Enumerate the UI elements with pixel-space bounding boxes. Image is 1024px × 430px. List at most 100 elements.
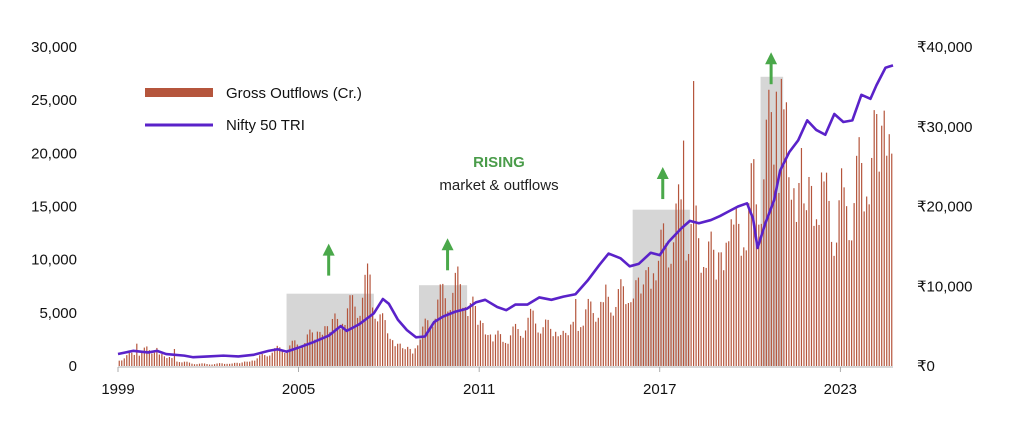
outflow-bar (682, 140, 685, 366)
outflow-bar (700, 272, 702, 366)
outflow-bar (163, 356, 165, 366)
outflow-bar (131, 352, 133, 366)
outflow-bar (376, 321, 379, 366)
outflow-bar (512, 326, 514, 366)
outflow-bar (587, 298, 589, 366)
nifty-line-group (117, 64, 894, 359)
outflow-bar (627, 303, 629, 366)
outflow-bar (143, 347, 145, 366)
outflow-bar (211, 364, 213, 366)
outflow-bars (118, 78, 893, 367)
outflow-bar (151, 353, 153, 366)
outflow-bar (585, 309, 587, 366)
legend-label-outflows: Gross Outflows (Cr.) (226, 85, 362, 102)
outflow-bar (620, 279, 622, 366)
outflow-bar (886, 155, 888, 366)
outflow-bar (234, 362, 236, 366)
outflow-bar (550, 328, 552, 366)
outflow-bar (183, 361, 186, 366)
outflow-bar (835, 242, 838, 366)
outflow-bar (294, 340, 296, 366)
x-tick-label: 1999 (101, 381, 134, 398)
outflow-bar (560, 334, 562, 366)
outflow-bar (484, 334, 487, 366)
outflow-bar (547, 319, 549, 366)
outflow-bar (201, 363, 203, 366)
outflow-bar (226, 363, 228, 366)
outflow-bar (871, 157, 873, 366)
outflow-bar (452, 292, 454, 366)
outflow-bar (399, 343, 401, 366)
outflow-bar (743, 247, 745, 366)
outflow-bar (324, 326, 326, 366)
outflow-bar (635, 280, 637, 366)
outflow-bar (640, 293, 642, 366)
outflow-bar (514, 323, 517, 366)
outflow-bar (532, 310, 534, 366)
outflow-bar (642, 284, 645, 366)
outflow-bar (582, 325, 584, 366)
outflow-bar (459, 284, 461, 366)
outflow-bar (600, 301, 602, 366)
outflow-bar (672, 242, 675, 366)
outflow-bar (529, 308, 532, 366)
outflow-bar (861, 163, 863, 366)
outflow-bar (778, 192, 780, 366)
outflow-bar (537, 332, 539, 366)
outflow-bar (244, 361, 246, 366)
outflow-bar (504, 342, 507, 366)
annotation-title: RISING (473, 154, 525, 171)
outflow-bar (858, 137, 860, 366)
nifty-line (117, 64, 894, 359)
outflow-bar (356, 317, 359, 366)
outflow-bar (851, 240, 853, 366)
outflow-bar (123, 358, 125, 366)
outflow-bar (259, 355, 261, 366)
outflow-bar (838, 200, 840, 366)
outflow-bar (803, 203, 805, 366)
outflow-bar (846, 206, 848, 366)
outflow-bar (612, 315, 614, 366)
outflow-bar (665, 243, 667, 366)
left-tick-label: 15,000 (31, 199, 77, 216)
outflow-bar (567, 335, 569, 366)
outflow-bar (753, 159, 755, 366)
outflow-bar (677, 184, 680, 366)
outflow-bar (344, 324, 346, 366)
outflow-bar (402, 348, 404, 366)
outflow-bar (718, 252, 720, 366)
outflow-bar (828, 200, 830, 366)
outflow-bar (645, 270, 647, 366)
outflow-bar (555, 331, 557, 366)
outflow-bar (251, 360, 253, 366)
outflow-bar (424, 318, 426, 366)
outflow-bar (153, 352, 155, 366)
outflow-bar (241, 362, 243, 366)
outflow-bar (223, 363, 226, 366)
outflow-bar (655, 280, 657, 366)
outflow-bar (698, 238, 700, 366)
outflow-bar (572, 321, 574, 366)
outflow-bar (206, 364, 208, 366)
left-tick-label: 0 (69, 358, 77, 375)
outflow-bar (229, 363, 231, 366)
outflow-bar (168, 357, 171, 366)
outflow-bar (748, 203, 750, 366)
outflow-bar (667, 267, 670, 366)
outflow-bar (299, 348, 301, 366)
outflow-bar (389, 338, 391, 366)
outflow-bar (457, 266, 459, 366)
outflow-bar (193, 364, 196, 366)
rising-arrows (322, 52, 778, 276)
outflow-bar (434, 318, 436, 366)
outflow-bar (760, 223, 762, 366)
outflow-bar (602, 302, 604, 366)
outflow-bar (407, 346, 409, 366)
outflow-bar (622, 286, 624, 366)
outflow-bar (319, 331, 321, 366)
outflow-bar (522, 337, 524, 366)
outflow-bar (795, 221, 798, 366)
outflow-bar (878, 171, 880, 366)
outflow-bar (592, 313, 594, 366)
